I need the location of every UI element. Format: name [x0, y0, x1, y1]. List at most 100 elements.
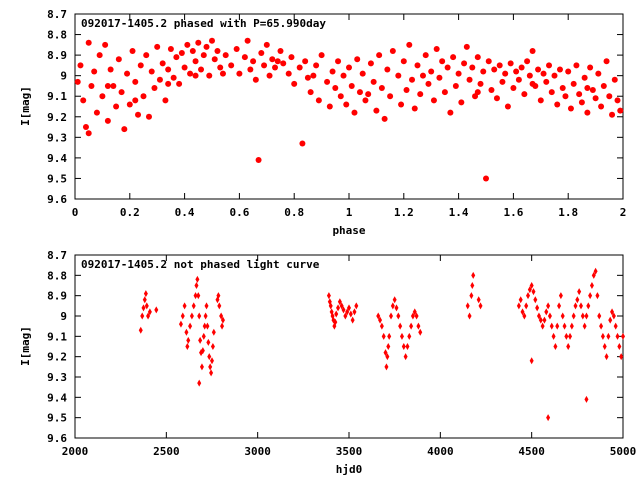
data-point: [499, 78, 506, 85]
data-point: [184, 41, 191, 48]
data-point: [85, 39, 92, 46]
data-point: [244, 37, 251, 44]
data-point: [233, 45, 240, 52]
data-point: [584, 109, 591, 116]
data-point: [204, 302, 209, 310]
data-point: [381, 115, 388, 122]
data-point: [524, 58, 531, 65]
data-points: [138, 267, 625, 422]
data-point: [113, 103, 120, 110]
data-point: [167, 45, 174, 52]
data-point: [236, 70, 243, 77]
x-tick-label: 0.4: [175, 206, 195, 219]
data-point: [269, 56, 276, 63]
data-point: [613, 322, 618, 330]
data-point: [611, 76, 618, 83]
data-point: [378, 85, 385, 91]
data-point: [216, 292, 221, 300]
data-point: [182, 302, 187, 310]
y-tick-label: 8.9: [47, 49, 67, 62]
data-point: [471, 271, 476, 279]
data-point: [416, 322, 421, 330]
data-point: [91, 68, 98, 75]
data-point: [480, 68, 487, 75]
data-point: [96, 52, 103, 59]
data-point: [180, 312, 185, 320]
data-point: [502, 70, 509, 77]
data-point: [277, 48, 284, 54]
data-point: [414, 62, 421, 69]
data-point: [341, 306, 346, 314]
unphased-light-curve-panel: 2000 2500 3000 3500 4000 4500 5000 8.7 8.8 8.9 9 9.…: [19, 249, 636, 476]
data-point: [261, 62, 268, 69]
data-point: [476, 296, 481, 304]
x-tick-label: 2: [620, 206, 627, 219]
data-point: [430, 97, 437, 104]
data-point: [566, 343, 571, 350]
data-point: [589, 87, 596, 94]
data-point: [578, 302, 583, 310]
x-tick-label: 1.4: [449, 206, 469, 219]
data-point: [529, 282, 534, 289]
data-point: [548, 89, 555, 96]
data-point: [452, 82, 459, 89]
data-point: [485, 58, 492, 65]
data-point: [469, 292, 474, 300]
data-point: [148, 68, 155, 75]
y-tick-label: 8.8: [47, 269, 67, 282]
y-tick-label: 8.7: [47, 8, 67, 21]
data-point: [274, 58, 281, 65]
data-point: [200, 52, 207, 59]
data-point: [568, 332, 573, 340]
data-point: [356, 89, 363, 96]
data-point: [176, 80, 183, 87]
data-point: [600, 82, 607, 89]
data-point: [515, 76, 522, 83]
plot-frame: [74, 254, 624, 439]
data-point: [491, 66, 498, 73]
data-point: [350, 316, 355, 324]
data-point: [217, 302, 222, 310]
data-point: [474, 89, 481, 96]
data-point: [165, 80, 172, 87]
y-tick-label: 8.7: [47, 249, 67, 262]
data-point: [192, 58, 199, 65]
data-point: [77, 62, 84, 69]
data-point: [200, 347, 205, 355]
data-point: [542, 316, 547, 324]
y-axis-title: I[mag]: [19, 86, 32, 126]
data-point: [573, 62, 580, 69]
data-point: [417, 91, 424, 98]
data-point: [478, 302, 483, 310]
data-point: [107, 66, 114, 73]
data-point: [205, 322, 210, 330]
phased-light-curve-panel: 0 0.2 0.4 0.6 0.8 1 1.2 1.4 1.6 1.8 2 8.7 8.8 8.9 9 9.1…: [19, 8, 626, 237]
data-point: [398, 322, 403, 330]
data-point: [210, 343, 215, 350]
x-tick-label: 1: [346, 206, 353, 219]
data-point: [569, 322, 574, 330]
data-point: [582, 322, 587, 330]
data-point: [513, 68, 520, 75]
data-point: [409, 322, 414, 330]
data-point: [405, 343, 410, 350]
data-point: [333, 318, 338, 326]
x-tick-label: 3500: [336, 445, 363, 458]
data-point: [604, 353, 609, 361]
data-point: [110, 82, 117, 89]
x-axis-title: hjd0: [336, 463, 363, 476]
data-point: [354, 56, 361, 63]
data-point: [520, 308, 525, 316]
data-point: [140, 312, 145, 320]
data-point: [576, 91, 583, 98]
y-tick-label: 9: [60, 70, 67, 83]
data-point: [584, 395, 589, 403]
data-point: [129, 48, 136, 54]
data-point: [573, 302, 578, 310]
data-point: [389, 312, 394, 320]
data-point: [615, 332, 620, 340]
x-tick-label: 1.2: [394, 206, 414, 219]
data-point: [337, 298, 342, 306]
data-point: [418, 328, 423, 336]
